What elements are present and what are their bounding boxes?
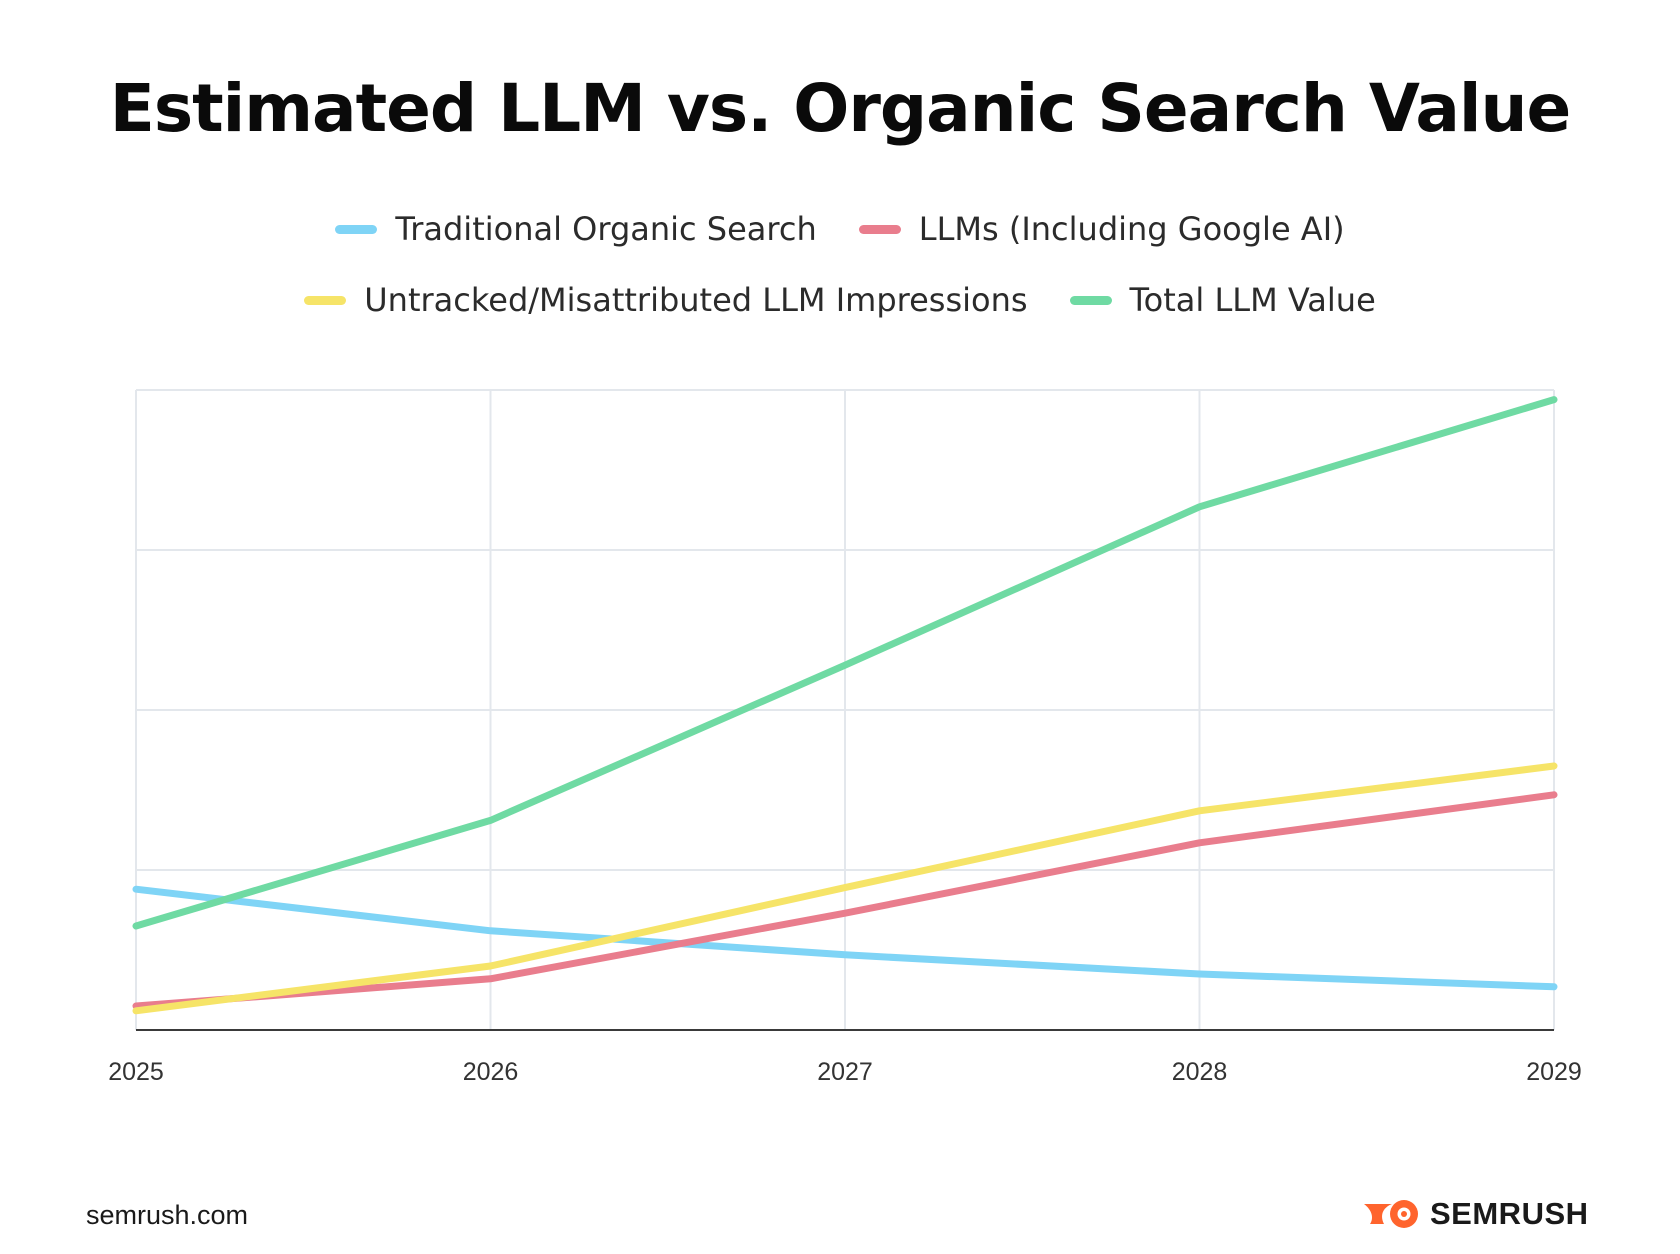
legend-item-total: Total LLM Value bbox=[1069, 281, 1376, 319]
x-tick-labels: 2025 2026 2027 2028 2029 bbox=[108, 1058, 1582, 1086]
x-tick-label: 2029 bbox=[1526, 1058, 1582, 1086]
semrush-wordmark: SEMRUSH bbox=[1430, 1196, 1589, 1231]
legend-label-llms: LLMs (Including Google AI) bbox=[918, 210, 1345, 248]
legend-label-total: Total LLM Value bbox=[1129, 281, 1376, 319]
x-tick-label: 2028 bbox=[1172, 1058, 1228, 1086]
legend-swatch-untracked bbox=[304, 295, 347, 305]
legend-item-llms: LLMs (Including Google AI) bbox=[858, 210, 1345, 248]
x-tick-label: 2026 bbox=[463, 1058, 519, 1086]
semrush-logo: SEMRUSH bbox=[1362, 1196, 1589, 1232]
legend-label-untracked: Untracked/Misattributed LLM Impressions bbox=[364, 281, 1028, 319]
series-line-total bbox=[132, 396, 1558, 930]
legend-row-1: Traditional Organic Search LLMs (Includi… bbox=[0, 210, 1680, 248]
legend-item-untracked: Untracked/Misattributed LLM Impressions bbox=[304, 281, 1028, 319]
grid-lines bbox=[135, 389, 1555, 1030]
legend-item-traditional: Traditional Organic Search bbox=[335, 210, 817, 248]
semrush-flame-icon bbox=[1364, 1200, 1418, 1228]
legend-swatch-llms bbox=[858, 224, 901, 234]
legend-swatch-traditional bbox=[335, 224, 378, 234]
legend-label-traditional: Traditional Organic Search bbox=[395, 210, 817, 248]
chart-title: Estimated LLM vs. Organic Search Value bbox=[109, 70, 1572, 147]
x-tick-label: 2027 bbox=[817, 1058, 873, 1086]
series-line-untracked bbox=[132, 762, 1558, 1015]
series-line-llms bbox=[132, 791, 1558, 1010]
x-tick-label: 2025 bbox=[108, 1058, 164, 1086]
legend-swatch-total bbox=[1069, 295, 1112, 305]
legend-row-2: Untracked/Misattributed LLM Impressions … bbox=[0, 281, 1680, 319]
line-chart: 2025 2026 2027 2028 2029 bbox=[108, 389, 1582, 1086]
source-label: semrush.com bbox=[86, 1200, 249, 1230]
series-line-traditional bbox=[132, 885, 1558, 991]
series-lines bbox=[132, 396, 1558, 1015]
